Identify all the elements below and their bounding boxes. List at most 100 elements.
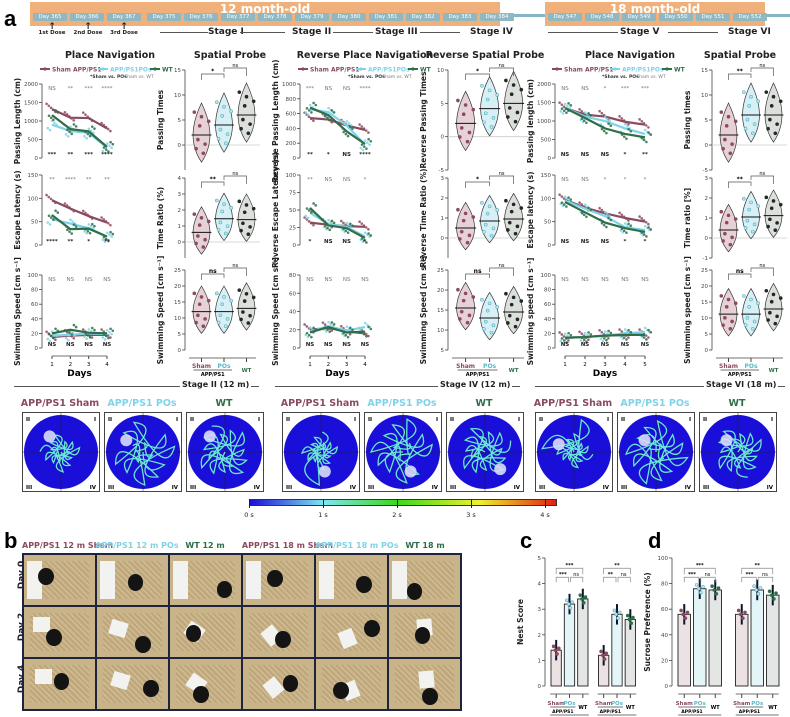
sig-top: NS <box>361 277 369 283</box>
quadrant-label: III <box>539 485 545 491</box>
y-tick-label: 800 <box>286 97 297 103</box>
data-point <box>458 237 462 241</box>
data-point <box>367 232 370 235</box>
y-tick-label: 0 <box>705 348 709 354</box>
data-point <box>363 139 367 142</box>
data-point <box>589 208 593 212</box>
data-point <box>566 602 571 606</box>
y-tick-label: 5 <box>441 348 445 354</box>
swim-path-highlight <box>625 420 689 485</box>
data-point <box>773 131 778 136</box>
nest-photo <box>389 555 460 605</box>
data-point <box>197 223 202 227</box>
data-point <box>461 298 466 303</box>
data-point <box>721 239 725 243</box>
quadrant-label: II <box>703 417 707 423</box>
data-point <box>627 219 630 222</box>
data-point <box>86 334 90 337</box>
y-tick-label: 1 <box>178 224 182 230</box>
data-point <box>347 122 351 125</box>
sig-bottom: ** <box>307 152 313 158</box>
data-point <box>627 123 630 126</box>
data-point <box>599 337 603 341</box>
sig-bracket <box>741 576 757 583</box>
data-point <box>726 114 731 119</box>
data-point <box>326 226 329 230</box>
photo-column-header: WT 18 m <box>405 541 445 550</box>
data-point <box>345 325 349 328</box>
y-tick-label: 0 <box>293 346 297 352</box>
group-label-sham: Sham <box>676 701 694 707</box>
sig-label: ns <box>705 572 711 578</box>
data-point <box>345 221 349 225</box>
nesting-paper <box>391 561 408 599</box>
data-point <box>463 103 468 107</box>
data-point <box>365 147 368 150</box>
maze-group-label: WT <box>215 398 233 409</box>
stage-line <box>420 32 460 33</box>
pn12-speed-chart: 0 20 40 60 80 100 Swimming Speed [cm s⁻¹] 1 2 3 4 D… <box>13 257 115 379</box>
y-tick-label: 200 <box>286 141 297 147</box>
data-point <box>569 198 573 201</box>
data-point <box>560 107 564 111</box>
quadrant-label: II <box>286 417 290 423</box>
data-point <box>775 314 779 319</box>
data-point <box>48 223 52 226</box>
data-point <box>563 332 567 336</box>
bar-12m-wt <box>577 598 589 687</box>
data-point <box>647 126 650 129</box>
data-point <box>599 649 603 654</box>
data-point <box>560 337 564 340</box>
data-point <box>562 203 566 206</box>
y-tick-label: 0 <box>178 240 182 246</box>
sig-label: ns <box>499 63 505 69</box>
data-point <box>104 148 108 151</box>
y-tick-label: 0 <box>178 143 182 149</box>
data-point <box>583 595 588 599</box>
data-point <box>627 127 630 131</box>
sig-bracket <box>465 273 490 280</box>
data-point <box>600 111 604 115</box>
data-point <box>367 131 370 134</box>
data-point <box>733 301 738 305</box>
series-line-0 <box>51 199 108 224</box>
y-tick-label: 20 <box>31 331 38 337</box>
stage-line <box>668 32 718 33</box>
data-point <box>649 133 653 136</box>
data-point <box>747 305 752 309</box>
sig-bottom: ** <box>642 152 648 158</box>
data-point <box>589 333 593 336</box>
data-point <box>640 120 644 123</box>
data-point <box>719 294 724 298</box>
data-point <box>645 235 648 238</box>
data-point <box>365 334 368 338</box>
data-point <box>483 319 488 324</box>
legend-note-wt: *Sham vs. WT <box>380 74 412 80</box>
sig-label: ns <box>499 263 505 269</box>
mouse <box>143 679 159 697</box>
sig-label: *** <box>566 563 574 569</box>
data-point <box>587 338 590 342</box>
data-point <box>68 130 71 134</box>
y-tick-label: 150 <box>541 173 552 179</box>
data-point <box>328 118 332 122</box>
sig-bottom: NS <box>601 152 610 158</box>
group-label-appps1: APP/PS1 <box>201 372 225 378</box>
sig-top: * <box>604 177 607 183</box>
data-point <box>558 193 561 196</box>
data-point <box>312 119 315 123</box>
y-tick-label: 1 <box>705 216 709 222</box>
y-tick-label: 80 <box>544 288 551 294</box>
quadrant-label: III <box>286 485 292 491</box>
y-tick-label: 2 <box>705 196 709 202</box>
data-point <box>203 237 207 242</box>
y-tick-label: 50 <box>31 220 38 226</box>
chart-legend: Sham APP/PS1 APP/PS1POs WT *Sham vs. POs*Sh… <box>298 67 432 80</box>
data-point <box>326 116 329 120</box>
sig-label: ns <box>573 572 579 578</box>
series-line-1 <box>309 211 366 238</box>
data-point <box>752 319 757 324</box>
nest-photo <box>389 659 460 709</box>
